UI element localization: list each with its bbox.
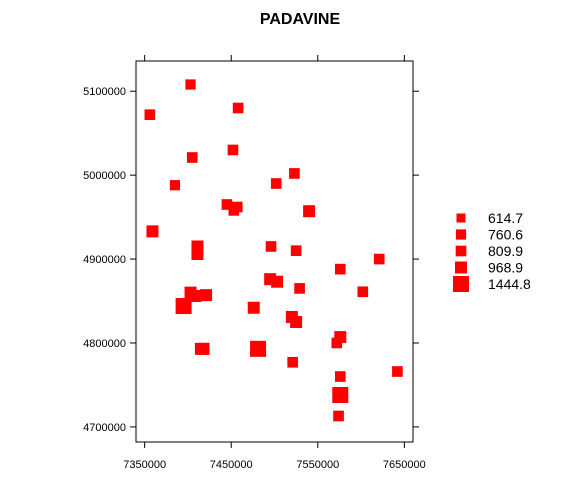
data-point — [191, 240, 204, 253]
data-point — [221, 199, 233, 210]
data-point — [334, 263, 346, 275]
y-axis: 4700000 4800000 4900000 5000000 5100000 — [83, 86, 419, 434]
data-point — [169, 180, 181, 191]
data-point — [265, 241, 277, 252]
data-point — [227, 144, 239, 156]
data-point — [334, 371, 346, 382]
data-point — [191, 248, 204, 261]
legend-swatch — [455, 245, 467, 257]
data-point — [333, 410, 344, 422]
x-tick-label: 7550000 — [296, 459, 339, 471]
data-point — [373, 253, 385, 265]
data-point — [294, 283, 305, 294]
x-tick-label: 7350000 — [123, 459, 166, 471]
data-point — [334, 331, 347, 344]
data-point — [264, 273, 277, 286]
y-tick-label: 4900000 — [83, 254, 126, 266]
data-point — [200, 289, 213, 302]
data-point — [197, 342, 210, 355]
legend-label: 809.9 — [488, 243, 523, 259]
data-point — [290, 245, 302, 256]
data-point — [175, 298, 192, 315]
x-tick-label: 7650000 — [383, 459, 426, 471]
data-point — [189, 289, 202, 302]
data-point — [287, 356, 299, 368]
y-tick-label: 4700000 — [83, 422, 126, 434]
data-point — [247, 301, 260, 314]
legend-swatch — [455, 261, 467, 274]
data-point — [144, 109, 156, 121]
y-tick-label: 5100000 — [83, 86, 126, 98]
data-point — [303, 205, 316, 218]
data-points — [144, 79, 403, 422]
legend-label: 1444.8 — [488, 276, 531, 292]
legend-swatch — [455, 229, 467, 240]
data-point — [231, 201, 243, 213]
chart-title: PADAVINE — [260, 11, 341, 28]
data-point — [185, 79, 196, 90]
data-point — [271, 275, 284, 288]
x-tick-label: 7450000 — [210, 459, 253, 471]
x-axis: 7350000 7450000 7550000 7650000 — [123, 55, 426, 471]
data-point — [332, 387, 349, 404]
data-point — [392, 366, 403, 377]
data-point — [250, 340, 267, 357]
data-point — [270, 178, 282, 189]
data-point — [290, 315, 303, 328]
legend-label: 968.9 — [488, 260, 523, 276]
legend-swatch — [453, 276, 469, 292]
data-point — [289, 168, 300, 179]
y-tick-label: 5000000 — [83, 170, 126, 182]
data-point — [232, 102, 244, 114]
data-point — [357, 286, 369, 298]
plot-frame — [135, 60, 414, 443]
legend-swatch — [456, 213, 466, 223]
data-point — [331, 337, 343, 349]
legend-label: 760.6 — [488, 227, 523, 243]
data-point — [186, 152, 198, 163]
legend-label: 614.7 — [488, 210, 523, 226]
data-point — [146, 225, 159, 238]
y-tick-label: 4800000 — [83, 338, 126, 350]
